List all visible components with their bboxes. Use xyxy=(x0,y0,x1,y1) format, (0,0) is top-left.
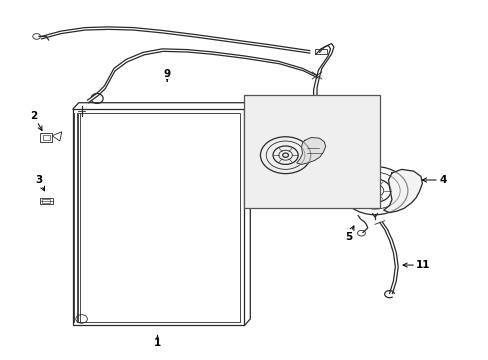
Polygon shape xyxy=(383,169,422,213)
Bar xyxy=(43,135,50,140)
Polygon shape xyxy=(296,138,325,165)
Bar xyxy=(314,49,326,54)
Bar xyxy=(42,199,50,203)
Bar xyxy=(41,133,52,142)
Text: 3: 3 xyxy=(35,175,44,191)
Bar xyxy=(244,95,379,208)
Text: 6: 6 xyxy=(248,159,261,169)
Text: 11: 11 xyxy=(402,260,430,270)
Text: 5: 5 xyxy=(344,226,353,242)
Text: 10: 10 xyxy=(345,115,377,125)
Bar xyxy=(40,198,53,204)
Text: 9: 9 xyxy=(163,69,170,81)
Text: 4: 4 xyxy=(422,175,446,185)
Text: 7: 7 xyxy=(319,118,342,137)
Text: 8: 8 xyxy=(284,118,291,132)
Text: 1: 1 xyxy=(154,335,161,348)
Text: 2: 2 xyxy=(31,111,42,131)
